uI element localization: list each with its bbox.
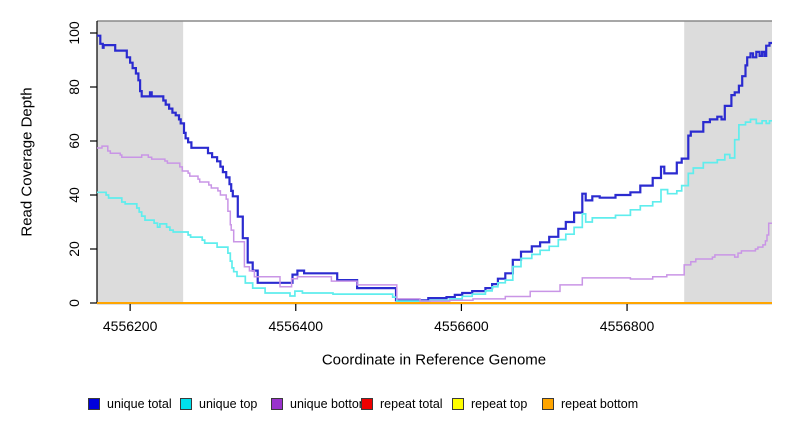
y-tick-label: 100 <box>66 21 82 45</box>
x-tick-label: 4556800 <box>599 318 655 334</box>
legend-item-label: repeat total <box>380 397 443 411</box>
legend-swatch <box>542 398 554 410</box>
x-tick-label: 4556200 <box>102 318 158 334</box>
legend-swatch <box>361 398 373 410</box>
legend-item-label: repeat bottom <box>561 397 639 411</box>
legend-item-label: unique total <box>107 397 172 411</box>
y-tick-label: 40 <box>66 187 82 203</box>
legend-item-unique-total: unique total <box>88 396 172 412</box>
legend-item-unique-top: unique top <box>180 396 257 412</box>
x-tick-label: 4556600 <box>434 318 489 334</box>
x-axis-title: Coordinate in Reference Genome <box>321 351 547 369</box>
y-tick-label: 80 <box>66 79 82 95</box>
legend: unique total unique top unique bottom repea… <box>0 396 792 416</box>
y-tick-label: 20 <box>66 241 82 257</box>
series-line-unique-top <box>97 118 772 302</box>
legend-swatch <box>271 398 283 410</box>
x-tick-label: 4556400 <box>268 318 324 334</box>
shaded-region-left <box>97 21 184 303</box>
legend-swatch <box>180 398 192 410</box>
legend-item-label: unique bottom <box>290 397 370 411</box>
y-tick-label: 60 <box>66 133 82 149</box>
y-tick-label: 0 <box>66 299 82 307</box>
legend-item-repeat-total: repeat total <box>361 396 443 412</box>
legend-item-repeat-bottom: repeat bottom <box>542 396 638 412</box>
legend-item-unique-bottom: unique bottom <box>271 396 369 412</box>
legend-item-repeat-top: repeat top <box>452 396 527 412</box>
legend-swatch <box>452 398 464 410</box>
shaded-region-right <box>684 21 772 303</box>
legend-swatch <box>88 398 100 410</box>
y-axis-title: Read Coverage Depth <box>18 87 36 237</box>
series-line-unique-bottom <box>97 145 772 302</box>
legend-item-label: unique top <box>199 397 258 411</box>
series-line-unique-total <box>97 34 772 302</box>
legend-item-label: repeat top <box>471 397 528 411</box>
